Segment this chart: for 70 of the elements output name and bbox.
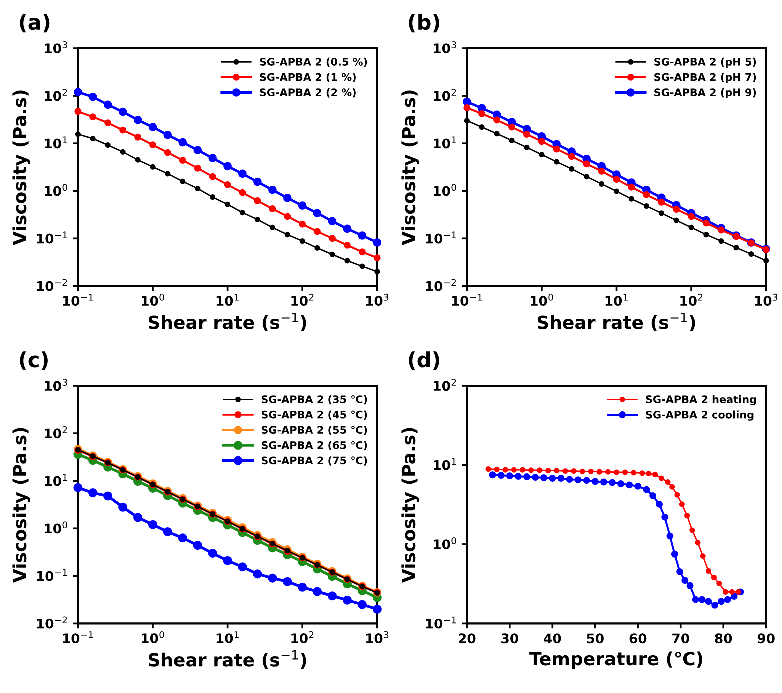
y-tick-label: 10$^{2}$ [434,89,456,102]
y-tick-label: 10$^{0}$ [434,537,456,550]
y-tick-label: 10$^{3}$ [434,42,456,54]
y-axis-title: Viscosity (Pa.s) [402,90,420,246]
y-tick-label: 10$^{−1}$ [37,569,68,582]
x-axis-title: Shear rate (s$^{−1}$) [538,313,696,332]
x-axis-title: Shear rate (s$^{−1}$) [148,313,306,332]
y-tick-label: 10$^{2}$ [45,426,68,439]
x-tick-label: 10$^{2}$ [292,631,314,644]
legend-label: SG-APBA 2 (1 %) [260,73,356,82]
y-tick-label: 10$^{−2}$ [426,279,456,292]
y-tick-label: 10$^{1}$ [45,474,68,486]
x-tick-label: 10$^{−1}$ [452,294,482,306]
legend-label: SG-APBA 2 (75 ℃) [262,456,368,466]
x-tick-label: 10$^{1}$ [606,294,628,306]
x-tick-label: 50 [587,634,604,644]
y-tick-label: 10$^{−1}$ [37,232,68,244]
x-tick-label: 10$^{3}$ [366,631,389,644]
legend-label: SG-APBA 2 heating [646,395,756,406]
x-tick-label: 10$^{2}$ [680,294,703,306]
legend-label: SG-APBA 2 (55 ℃) [262,426,368,436]
x-tick-label: 10$^{0}$ [142,631,164,644]
y-tick-label: 10$^{−2}$ [37,279,68,292]
y-axis-title: Viscosity (Pa.s) [12,428,30,583]
x-tick-label: 10$^{1}$ [216,294,239,306]
x-tick-label: 10$^{2}$ [292,294,314,306]
chart-title: (b) [409,14,440,33]
y-axis-title: Viscosity (Pa.s) [402,428,420,583]
y-axis-title: Viscosity (Pa.s) [12,90,30,246]
x-tick-label: 10$^{0}$ [142,294,164,306]
legend-label: SG-APBA 2 (pH 7) [654,73,756,84]
chart-title: (c) [20,352,48,370]
y-tick-label: 10$^{1}$ [434,136,456,149]
x-tick-label: 10$^{3}$ [755,294,778,306]
y-tick-label: 10$^{−1}$ [426,232,456,244]
x-axis-title: Shear rate (s$^{−1}$) [148,650,306,670]
legend-label: SG-APBA 2 (35 ℃) [262,395,368,405]
legend-label: SG-APBA 2 cooling [646,410,754,421]
x-axis-title: Temperature (℃) [530,652,702,670]
y-tick-label: 10$^{0}$ [434,184,456,196]
legend-label: SG-APBA 2 (45 ℃) [262,410,368,420]
x-tick-label: 20 [459,634,476,644]
x-tick-label: 10$^{0}$ [531,294,554,306]
x-tick-label: 10$^{1}$ [216,632,239,644]
legend-label: SG-APBA 2 (0.5 %) [260,58,368,68]
legend-label: SG-APBA 2 (2 %) [260,88,356,98]
legend-label: SG-APBA 2 (pH 9) [654,88,756,99]
x-tick-label: 70 [672,634,690,644]
x-tick-label: 30 [502,634,518,644]
y-tick-label: 10$^{2}$ [434,379,456,392]
x-tick-label: 40 [544,634,562,644]
x-tick-label: 80 [715,634,732,644]
x-tick-label: 60 [630,634,647,644]
x-tick-label: 10$^{3}$ [366,294,389,306]
y-tick-label: 10$^{0}$ [45,184,68,196]
x-tick-label: 10$^{−1}$ [63,294,94,306]
y-tick-label: 10$^{1}$ [434,458,456,470]
x-tick-label: 10$^{−1}$ [63,632,94,644]
y-tick-label: 10$^{0}$ [45,522,68,534]
y-tick-label: 10$^{−2}$ [37,616,68,629]
y-tick-label: 10$^{2}$ [45,89,68,102]
y-tick-label: 10$^{3}$ [45,379,68,392]
y-tick-label: 10$^{3}$ [45,42,68,54]
y-tick-label: 10$^{−1}$ [426,616,456,629]
chart-title: (a) [20,14,50,33]
legend-label: SG-APBA 2 (pH 5) [654,58,756,68]
y-tick-label: 10$^{1}$ [45,136,68,149]
x-tick-label: 90 [758,634,775,644]
legend-label: SG-APBA 2 (65 ℃) [262,441,368,451]
chart-title: (d) [409,352,440,370]
